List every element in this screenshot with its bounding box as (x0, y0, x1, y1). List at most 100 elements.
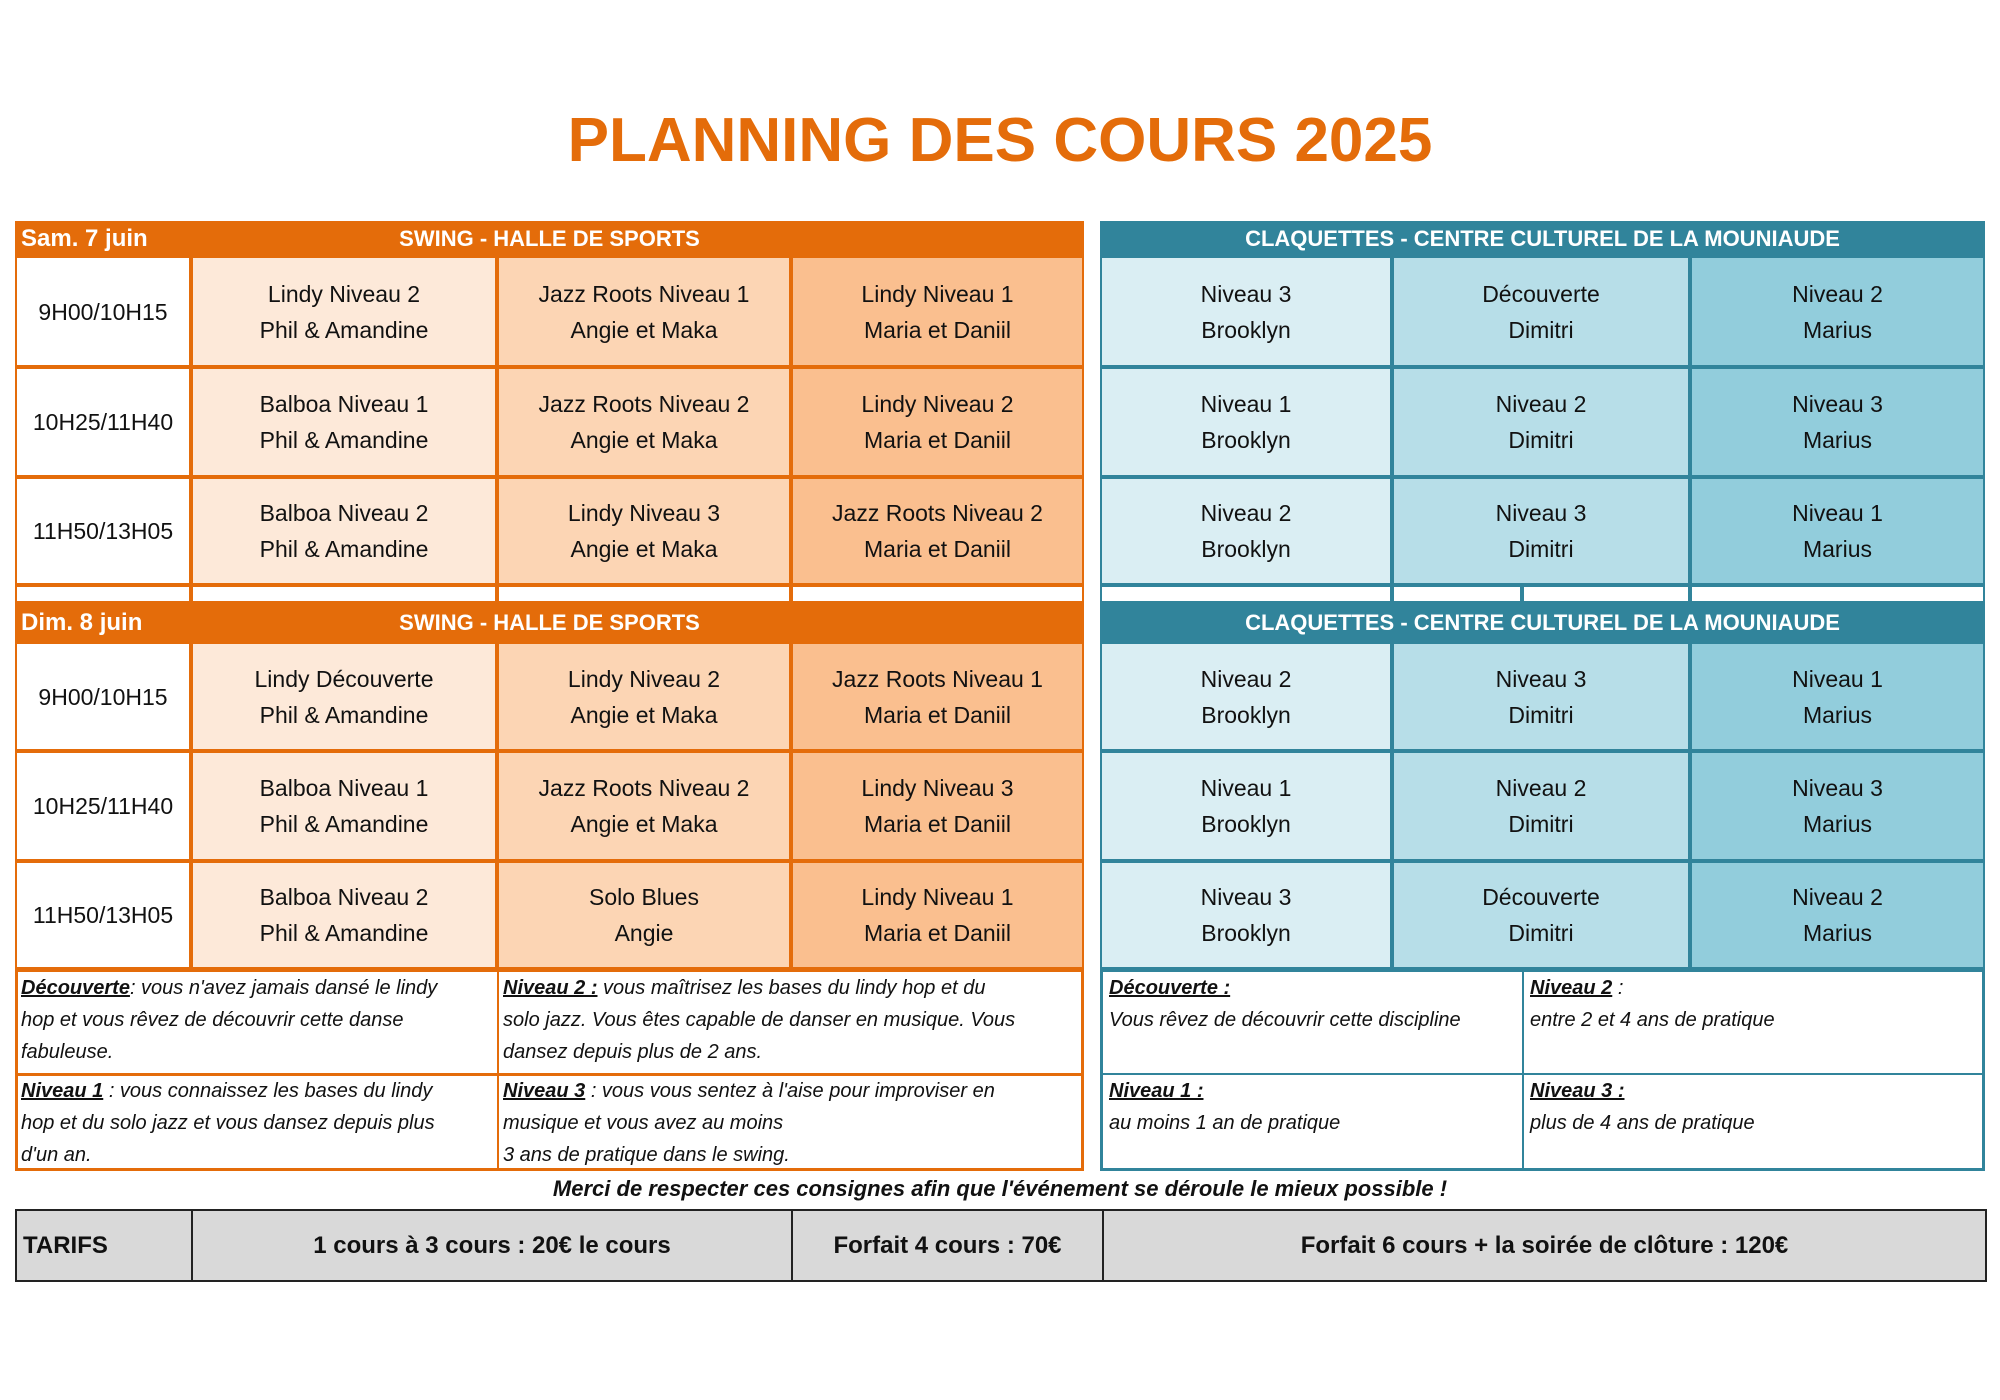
teacher: Phil & Amandine (259, 536, 429, 562)
swing-course: Lindy Niveau 3 Maria et Daniil (791, 751, 1084, 861)
course-name: Lindy Niveau 3 (861, 775, 1014, 801)
level-name: Niveau 2 (1530, 977, 1613, 999)
tap-course: Niveau 1 Brooklyn (1100, 367, 1392, 477)
teacher: Phil & Amandine (259, 920, 429, 946)
course-level: Niveau 2 (1792, 280, 1883, 307)
swing-course: Balboa Niveau 1 Phil & Amandine (191, 751, 497, 861)
course-level: Niveau 3 (1495, 665, 1587, 692)
swing-course: Balboa Niveau 2 Phil & Amandine (191, 861, 497, 969)
swing-course: Lindy Niveau 1 Maria et Daniil (791, 256, 1084, 367)
swing-course: Jazz Roots Niveau 1 Angie et Maka (497, 256, 791, 367)
teacher: Marius (1802, 701, 1872, 728)
teacher: Angie et Maka (570, 316, 718, 343)
divider (1100, 1073, 1985, 1075)
tap-notes-frame (1100, 969, 1985, 1171)
day-label: Dim. 8 juin (21, 608, 143, 636)
course-name: Lindy Niveau 2 (267, 280, 421, 307)
course-level: Niveau 1 (1792, 665, 1883, 692)
level-description: Niveau 2 : entre 2 et 4 ans de pratique (1524, 970, 1974, 1038)
day-label: Sam. 7 juin (21, 224, 148, 252)
tap-course: Découverte Dimitri (1392, 861, 1690, 969)
time-slot: 10H25/11H40 (15, 751, 191, 861)
tap-header: CLAQUETTES - CENTRE CULTUREL DE LA MOUNI… (1100, 603, 1985, 642)
teacher: Dimitri (1508, 811, 1574, 837)
teacher: Brooklyn (1201, 427, 1291, 453)
teacher: Maria et Daniil (864, 701, 1011, 728)
swing-course: Lindy Niveau 2 Angie et Maka (497, 642, 791, 751)
course-level: Niveau 3 (1200, 884, 1292, 910)
teacher: Maria et Daniil (864, 811, 1011, 837)
time-slot: 10H25/11H40 (15, 367, 191, 477)
course-level: Niveau 2 (1200, 500, 1292, 526)
course-level: Découverte (1482, 280, 1600, 307)
course-name: Jazz Roots Niveau 2 (538, 775, 750, 801)
teacher: Angie et Maka (570, 536, 718, 562)
teacher: Maria et Daniil (864, 536, 1011, 562)
level-name: Niveau 1 (21, 1080, 104, 1102)
teacher: Angie et Maka (570, 701, 718, 728)
course-level: Niveau 1 (1200, 775, 1292, 801)
course-level: Niveau 1 (1792, 500, 1883, 526)
swing-course: Jazz Roots Niveau 1 Maria et Daniil (791, 642, 1084, 751)
swing-course: Lindy Niveau 2 Phil & Amandine (191, 256, 497, 367)
teacher: Marius (1802, 427, 1872, 453)
level-name: Niveau 2 : (503, 977, 598, 999)
teacher: Angie et Maka (570, 427, 718, 453)
swing-course: Jazz Roots Niveau 2 Angie et Maka (497, 367, 791, 477)
level-text: plus de 4 ans de pratique (1530, 1112, 1755, 1134)
tarif-item: Forfait 6 cours + la soirée de clôture :… (1102, 1209, 1987, 1282)
teacher: Brooklyn (1201, 701, 1291, 728)
tap-course: Niveau 3 Brooklyn (1100, 861, 1392, 969)
spacer (497, 585, 791, 603)
teacher: Marius (1802, 536, 1872, 562)
spacer (1100, 585, 1392, 603)
tarif-item: 1 cours à 3 cours : 20€ le cours (191, 1209, 793, 1282)
venue-label: SWING - HALLE DE SPORTS (399, 225, 700, 251)
level-text: : vous n'avez jamais dansé le lindy hop … (21, 977, 438, 1063)
spacer (1392, 585, 1522, 603)
course-level: Niveau 2 (1495, 391, 1587, 417)
swing-course: Lindy Niveau 1 Maria et Daniil (791, 861, 1084, 969)
swing-course: Balboa Niveau 2 Phil & Amandine (191, 477, 497, 585)
swing-course: Lindy Niveau 2 Maria et Daniil (791, 367, 1084, 477)
tap-course: Niveau 2 Marius (1690, 256, 1985, 367)
tap-course: Niveau 1 Brooklyn (1100, 751, 1392, 861)
teacher: Phil & Amandine (259, 427, 429, 453)
course-name: Lindy Niveau 3 (567, 500, 721, 526)
level-description: Découverte: vous n'avez jamais dansé le … (15, 970, 495, 1070)
tap-course: Niveau 2 Dimitri (1392, 367, 1690, 477)
course-name: Lindy Niveau 1 (861, 884, 1014, 910)
level-name: Découverte (21, 977, 130, 999)
tap-course: Niveau 2 Brooklyn (1100, 642, 1392, 751)
page-title: PLANNING DES COURS 2025 (567, 106, 1433, 175)
teacher: Dimitri (1508, 701, 1574, 728)
tap-course: Niveau 3 Dimitri (1392, 477, 1690, 585)
swing-header: Dim. 8 juin SWING - HALLE DE SPORTS (15, 603, 1084, 642)
level-description: Découverte : Vous rêvez de découvrir cet… (1103, 970, 1523, 1038)
teacher: Phil & Amandine (259, 811, 429, 837)
teacher: Angie et Maka (570, 811, 718, 837)
level-description: Niveau 3 : plus de 4 ans de pratique (1524, 1073, 1974, 1141)
time-slot: 9H00/10H15 (15, 256, 191, 367)
swing-course: Jazz Roots Niveau 2 Maria et Daniil (791, 477, 1084, 585)
swing-course: Lindy Découverte Phil & Amandine (191, 642, 497, 751)
course-level: Niveau 2 (1495, 775, 1587, 801)
course-name: Balboa Niveau 2 (259, 500, 429, 526)
course-level: Découverte (1482, 884, 1600, 910)
course-level: Niveau 3 (1792, 775, 1883, 801)
course-name: Jazz Roots Niveau 2 (832, 500, 1043, 526)
teacher: Maria et Daniil (864, 920, 1011, 946)
time-slot: 11H50/13H05 (15, 861, 191, 969)
level-text: : entre 2 et 4 ans de pratique (1530, 977, 1775, 1031)
tap-course: Niveau 2 Dimitri (1392, 751, 1690, 861)
teacher: Dimitri (1508, 536, 1574, 562)
course-name: Jazz Roots Niveau 1 (538, 280, 750, 307)
level-name: Niveau 3 : (1530, 1080, 1625, 1102)
time-slot: 11H50/13H05 (15, 477, 191, 585)
swing-course: Solo Blues Angie (497, 861, 791, 969)
course-name: Balboa Niveau 1 (259, 775, 429, 801)
tap-header: CLAQUETTES - CENTRE CULTUREL DE LA MOUNI… (1100, 221, 1985, 256)
tarif-item: Forfait 4 cours : 70€ (791, 1209, 1104, 1282)
level-text: : vous vous sentez à l'aise pour improvi… (503, 1080, 995, 1166)
venue-label: SWING - HALLE DE SPORTS (399, 609, 700, 635)
